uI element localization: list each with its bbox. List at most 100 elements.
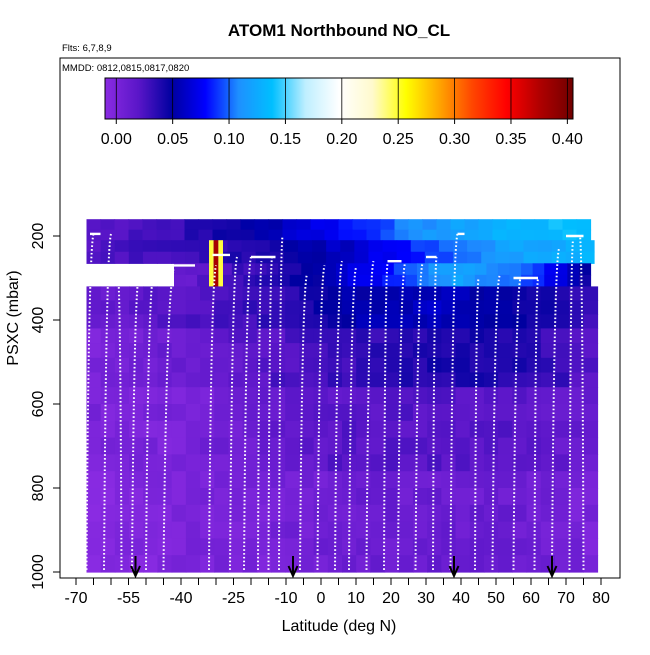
heatmap-cell [526,387,542,405]
x-axis: -70 -55 -40 -25 -10 0 10 20 30 40 50 60 70 80 [64,577,610,607]
heatmap-cell [268,219,284,231]
heatmap-cell [498,404,513,422]
heatmap-cell [498,300,513,315]
heatmap-cell [200,538,215,556]
heatmap-cell [256,420,272,439]
heatmap-cell [157,404,173,422]
heatmap-cell [214,538,230,556]
heatmap-cell [569,357,584,374]
heatmap-cell [451,274,464,287]
heatmap-cell [100,555,116,573]
heatmap-cell [526,343,542,359]
heatmap-cell [441,357,457,374]
heatmap-cell [540,521,556,539]
heatmap-cell [197,263,210,276]
heatmap-cell [412,387,428,405]
heatmap-cell [492,219,508,231]
heatmap-cell [289,263,302,276]
heatmap-cell [299,314,315,329]
heatmap-cell [540,372,556,388]
heatmap-cell [455,404,471,422]
heatmap-cell [185,300,201,315]
heatmap-cell [370,372,386,388]
heatmap-cell [86,387,102,405]
heatmap-cell [327,471,343,489]
heatmap-cell [412,404,428,422]
heatmap-cell [583,454,599,472]
heatmap-cell [299,555,315,573]
heatmap-cell [227,251,243,264]
heatmap-cell [299,471,315,489]
heatmap-cell [200,343,215,359]
heatmap-cell [455,372,471,388]
heatmap-cell [544,263,557,276]
flight-profile [397,263,406,570]
heatmap-cell [428,263,441,276]
heatmap-cell [554,454,570,472]
heatmap-cell [498,488,513,506]
heatmap-cell [398,521,414,539]
heatmap-cell [554,343,570,359]
heatmap-cell [340,240,355,253]
heatmap-cell [467,251,482,264]
heatmap-cell [86,488,102,506]
heatmap-cell [384,538,400,556]
heatmap-cell [534,229,550,241]
heatmap-cell [481,240,496,253]
heatmap-cell [398,300,414,315]
heatmap-cell [242,328,258,344]
heatmap-cell [266,274,279,287]
heatmap-cell [555,263,568,276]
heatmap-cell [100,471,116,489]
heatmap-cell [86,328,102,344]
heatmap-cell [285,372,301,388]
heatmap-cell [512,387,528,405]
colorbar-tick-label: 0.15 [270,131,301,148]
heatmap-cell [86,300,102,315]
heatmap-cell [214,555,230,573]
heatmap-cell [100,420,116,439]
heatmap-cell [537,251,553,264]
heatmap-cell [114,357,130,374]
flight-profile [278,235,284,570]
heatmap-cell [583,372,599,388]
heatmap-cell [540,504,556,523]
heatmap-cell [228,454,244,472]
heatmap-cell [455,343,471,359]
heatmap-cell [143,372,159,388]
heatmap-cell [455,300,471,315]
heatmap-cell [569,538,584,556]
heatmap-cell [299,343,315,359]
colorbar-tick-label: 0.20 [326,131,357,148]
heatmap-cell [313,328,329,344]
heatmap-cell [256,437,272,455]
flight-profile [414,263,424,570]
heatmap-cell [427,372,442,388]
heatmap-cell [185,404,201,422]
heatmap-cell [226,219,242,231]
heatmap-cell [583,357,599,374]
flight-profile [162,269,175,570]
heatmap-cell [342,538,357,556]
heatmap-cell [327,538,343,556]
heatmap-cell [100,286,116,301]
chart-title: ATOM1 Northbound NO_CL [228,21,450,40]
heatmap-cell [469,372,485,388]
heatmap-cell [86,357,102,374]
heatmap-cell [569,328,584,344]
heatmap-cell [498,314,513,329]
heatmap-cell [455,471,471,489]
heatmap-cell [271,286,286,301]
heatmap-cell [86,286,102,301]
heatmap-cell [463,274,476,287]
heatmap-cell [129,488,144,506]
heatmap-cell [441,343,457,359]
heatmap-cell [143,387,159,405]
heatmap-cell [242,357,258,374]
heatmap-cell [483,357,499,374]
heatmap-cell [427,488,442,506]
heatmap-cell [200,504,215,523]
heatmap-cell [342,357,357,374]
heatmap-cell [171,404,187,422]
heatmap-cell [242,372,258,388]
